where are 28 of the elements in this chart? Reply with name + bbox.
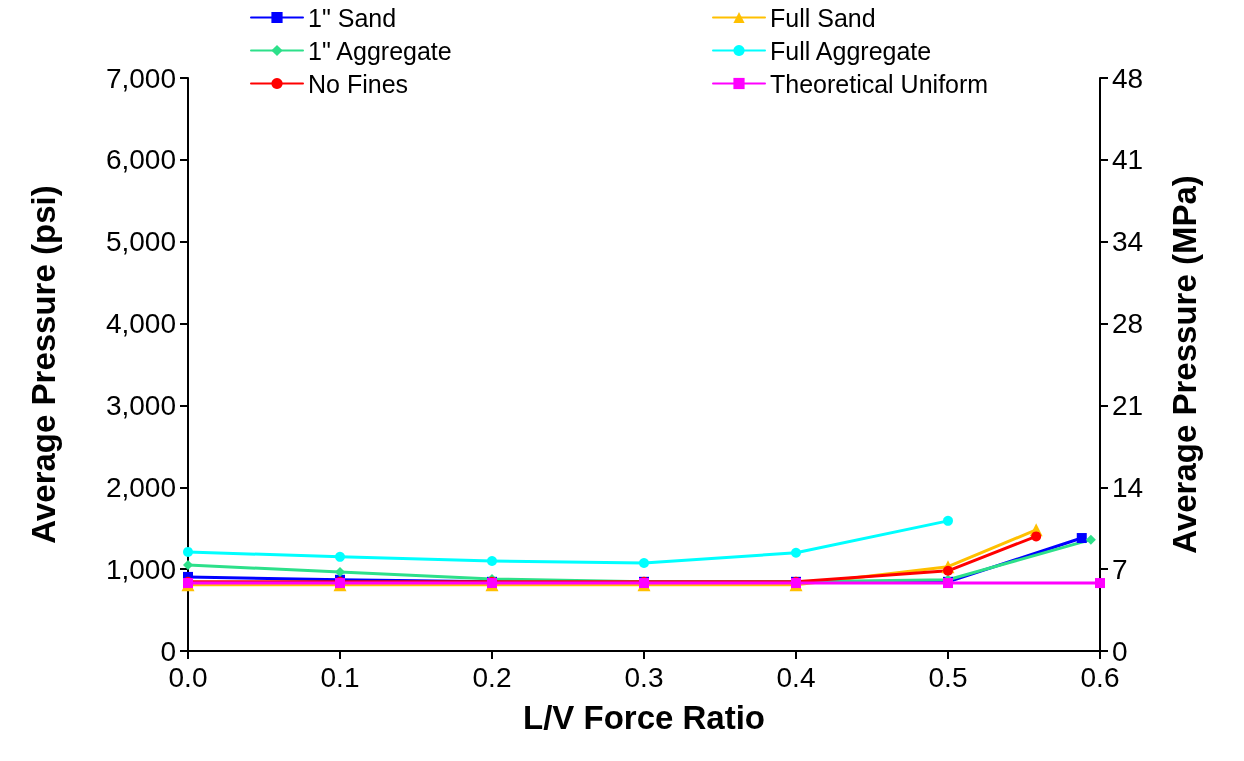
- y2-tick-label: 41: [1112, 144, 1144, 176]
- x-axis-title: L/V Force Ratio: [522, 699, 766, 736]
- legend-label: 1" Sand: [308, 3, 397, 32]
- legend-label: No Fines: [308, 69, 409, 98]
- y-tick-label: 6,000: [105, 144, 176, 176]
- y2-tick-label: 48: [1112, 62, 1144, 94]
- y2-tick-label: 14: [1112, 471, 1144, 503]
- legend-label: Theoretical Uniform: [770, 69, 989, 98]
- y-axis-title: Average Pressure (psi): [25, 185, 62, 544]
- y2-axis-title: Average Pressure (MPa): [1166, 175, 1203, 554]
- y2-tick-label: 34: [1112, 226, 1144, 258]
- y-tick-label: 5,000: [105, 226, 176, 258]
- y2-tick-label: 21: [1112, 389, 1144, 421]
- legend-label: Full Aggregate: [770, 36, 932, 65]
- legend-label: 1" Aggregate: [308, 36, 452, 65]
- x-tick-label: 0.4: [776, 661, 816, 693]
- y-tick-label: 3,000: [105, 389, 176, 421]
- x-tick-label: 0.1: [320, 661, 360, 693]
- y2-tick-label: 7: [1112, 553, 1128, 585]
- y-tick-label: 1,000: [105, 553, 176, 585]
- x-tick-label: 0.3: [624, 661, 664, 693]
- y-tick-label: 7,000: [105, 62, 176, 94]
- x-tick-label: 0.5: [928, 661, 968, 693]
- y-tick-label: 4,000: [105, 308, 176, 340]
- legend-label: Full Sand: [770, 3, 876, 32]
- y-tick-label: 2,000: [105, 471, 176, 503]
- x-tick-label: 0.2: [472, 661, 512, 693]
- y2-tick-label: 28: [1112, 308, 1144, 340]
